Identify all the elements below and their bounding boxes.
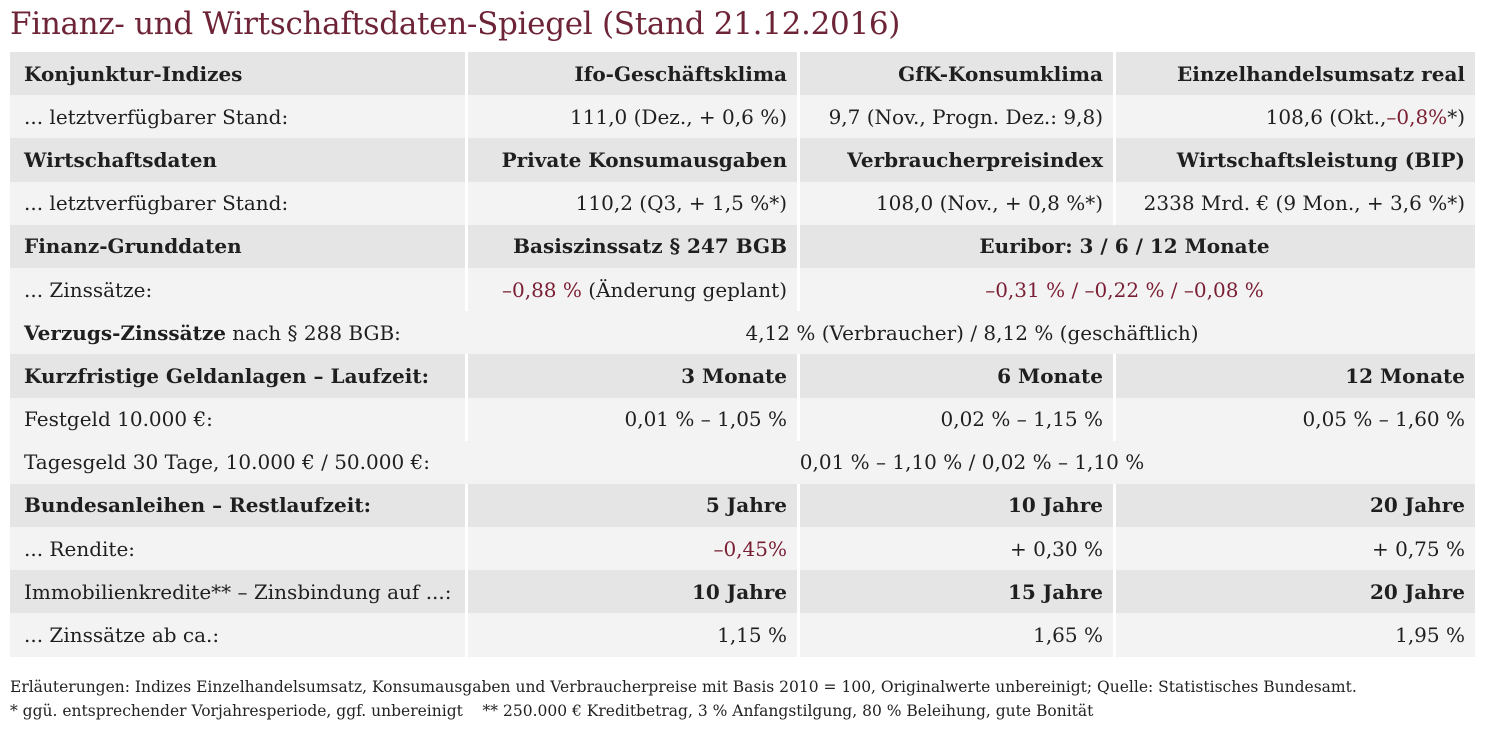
column-header: Ifo-Geschäftsklima — [465, 52, 797, 96]
row-label: Verzugs-Zinssätze nach § 288 BGB: — [10, 311, 465, 354]
table-row: Verzugs-Zinssätze nach § 288 BGB: 4,12 %… — [10, 311, 1475, 355]
row-label-rest: nach § 288 BGB: — [225, 320, 401, 345]
negative-value: –0,45% — [465, 527, 797, 571]
table-row: ... Rendite: –0,45% + 0,30 % + 0,75 % — [10, 527, 1475, 571]
footnote-explanation: Erläuterungen: Indizes Einzelhandelsumsa… — [10, 678, 1357, 696]
row-label: ... letztverfügbarer Stand: — [24, 191, 289, 216]
row-label: ... letztverfügbarer Stand: — [24, 104, 289, 129]
table-row: ... Zinssätze: –0,88 % (Änderung geplant… — [10, 267, 1475, 312]
column-header: 20 Jahre — [1113, 483, 1475, 528]
table-cell: 108,0 (Nov., + 0,8 %*) — [797, 181, 1113, 225]
table-cell: 2338 Mrd. € (9 Mon., + 3,6 %*) — [1113, 181, 1475, 225]
row-label: Immobilienkredite** – Zinsbindung auf ..… — [24, 579, 452, 604]
column-header: 10 Jahre — [465, 570, 797, 614]
row-label: ... Zinssätze ab ca.: — [24, 623, 220, 648]
row-label: Bundesanleihen – Restlaufzeit: — [24, 493, 371, 518]
row-label-bold: Verzugs-Zinssätze — [24, 320, 226, 345]
column-header: Basiszinssatz § 247 BGB — [465, 224, 797, 268]
column-header: Verbraucherpreisindex — [797, 138, 1113, 182]
table-cell: 1,65 % — [797, 613, 1113, 657]
column-header: Wirtschaftsleistung (BIP) — [1113, 138, 1475, 182]
table-row: Tagesgeld 30 Tage, 10.000 € / 50.000 €: … — [10, 440, 1475, 484]
row-label: Kurzfristige Geldanlagen – Laufzeit: — [24, 363, 429, 388]
table-row: ... letztverfügbarer Stand: 110,2 (Q3, +… — [10, 181, 1475, 225]
column-header: Einzelhandelsumsatz real — [1113, 52, 1475, 96]
table-row: Bundesanleihen – Restlaufzeit: 5 Jahre 1… — [10, 483, 1475, 528]
table-row: Wirtschaftsdaten Private Konsumausgaben … — [10, 138, 1475, 182]
negative-value: –0,31 % / –0,22 % / –0,08 % — [797, 267, 1445, 312]
table-cell: 0,02 % – 1,15 % — [797, 397, 1113, 441]
column-header: 5 Jahre — [465, 483, 797, 528]
table-cell: 4,12 % (Verbraucher) / 8,12 % (geschäftl… — [745, 320, 1199, 345]
column-header: 6 Monate — [797, 354, 1113, 398]
table-row: Konjunktur-Indizes Ifo-Geschäftsklima Gf… — [10, 52, 1475, 96]
column-header: 3 Monate — [465, 354, 797, 398]
value-text: 108,6 (Okt., — [1265, 104, 1387, 129]
table-cell: –0,88 % (Änderung geplant) — [465, 267, 797, 312]
table-cell: 1,95 % — [1113, 613, 1475, 657]
table-row: Immobilienkredite** – Zinsbindung auf ..… — [10, 570, 1475, 614]
table-cell: 0,01 % – 1,05 % — [465, 397, 797, 441]
column-header: Private Konsumausgaben — [465, 138, 797, 182]
footnote-asterisks: * ggü. entsprechender Vorjahresperiode, … — [10, 702, 1094, 720]
table-row: Kurzfristige Geldanlagen – Laufzeit: 3 M… — [10, 354, 1475, 398]
table-row: ... letztverfügbarer Stand: 111,0 (Dez.,… — [10, 95, 1475, 139]
column-header: 20 Jahre — [1113, 570, 1475, 614]
table-cell: 0,05 % – 1,60 % — [1113, 397, 1475, 441]
value-text: (Änderung geplant) — [581, 277, 787, 302]
data-table: Konjunktur-Indizes Ifo-Geschäftsklima Gf… — [10, 52, 1475, 657]
table-cell: 108,6 (Okt., –0,8% *) — [1113, 95, 1475, 139]
negative-value: –0,88 % — [502, 277, 582, 302]
table-cell: + 0,30 % — [797, 527, 1113, 571]
column-header: 10 Jahre — [797, 483, 1113, 528]
row-label: ... Zinssätze: — [24, 277, 153, 302]
row-label: Konjunktur-Indizes — [24, 61, 243, 86]
table-cell: 0,01 % – 1,10 % / 0,02 % – 1,10 % — [799, 450, 1145, 475]
table-row: Finanz-Grunddaten Basiszinssatz § 247 BG… — [10, 224, 1475, 268]
value-text: *) — [1447, 104, 1465, 129]
row-label: Festgeld 10.000 €: — [24, 407, 213, 432]
column-header: Euribor: 3 / 6 / 12 Monate — [797, 224, 1445, 268]
table-cell: 111,0 (Dez., + 0,6 %) — [465, 95, 797, 139]
negative-value: –0,8% — [1386, 104, 1448, 129]
table-cell: 110,2 (Q3, + 1,5 %*) — [465, 181, 797, 225]
row-label: Finanz-Grunddaten — [24, 234, 242, 259]
table-row: ... Zinssätze ab ca.: 1,15 % 1,65 % 1,95… — [10, 613, 1475, 657]
table-cell: 9,7 (Nov., Progn. Dez.: 9,8) — [797, 95, 1113, 139]
row-label: Tagesgeld 30 Tage, 10.000 € / 50.000 €: — [24, 450, 430, 475]
table-cell: 1,15 % — [465, 613, 797, 657]
column-header: 12 Monate — [1113, 354, 1475, 398]
table-row: Festgeld 10.000 €: 0,01 % – 1,05 % 0,02 … — [10, 397, 1475, 441]
column-header: GfK-Konsumklima — [797, 52, 1113, 96]
row-label: Wirtschaftsdaten — [24, 147, 217, 172]
row-label: ... Rendite: — [24, 536, 136, 561]
column-header: 15 Jahre — [797, 570, 1113, 614]
page-title: Finanz- und Wirtschaftsdaten-Spiegel (St… — [10, 6, 901, 42]
table-cell: + 0,75 % — [1113, 527, 1475, 571]
